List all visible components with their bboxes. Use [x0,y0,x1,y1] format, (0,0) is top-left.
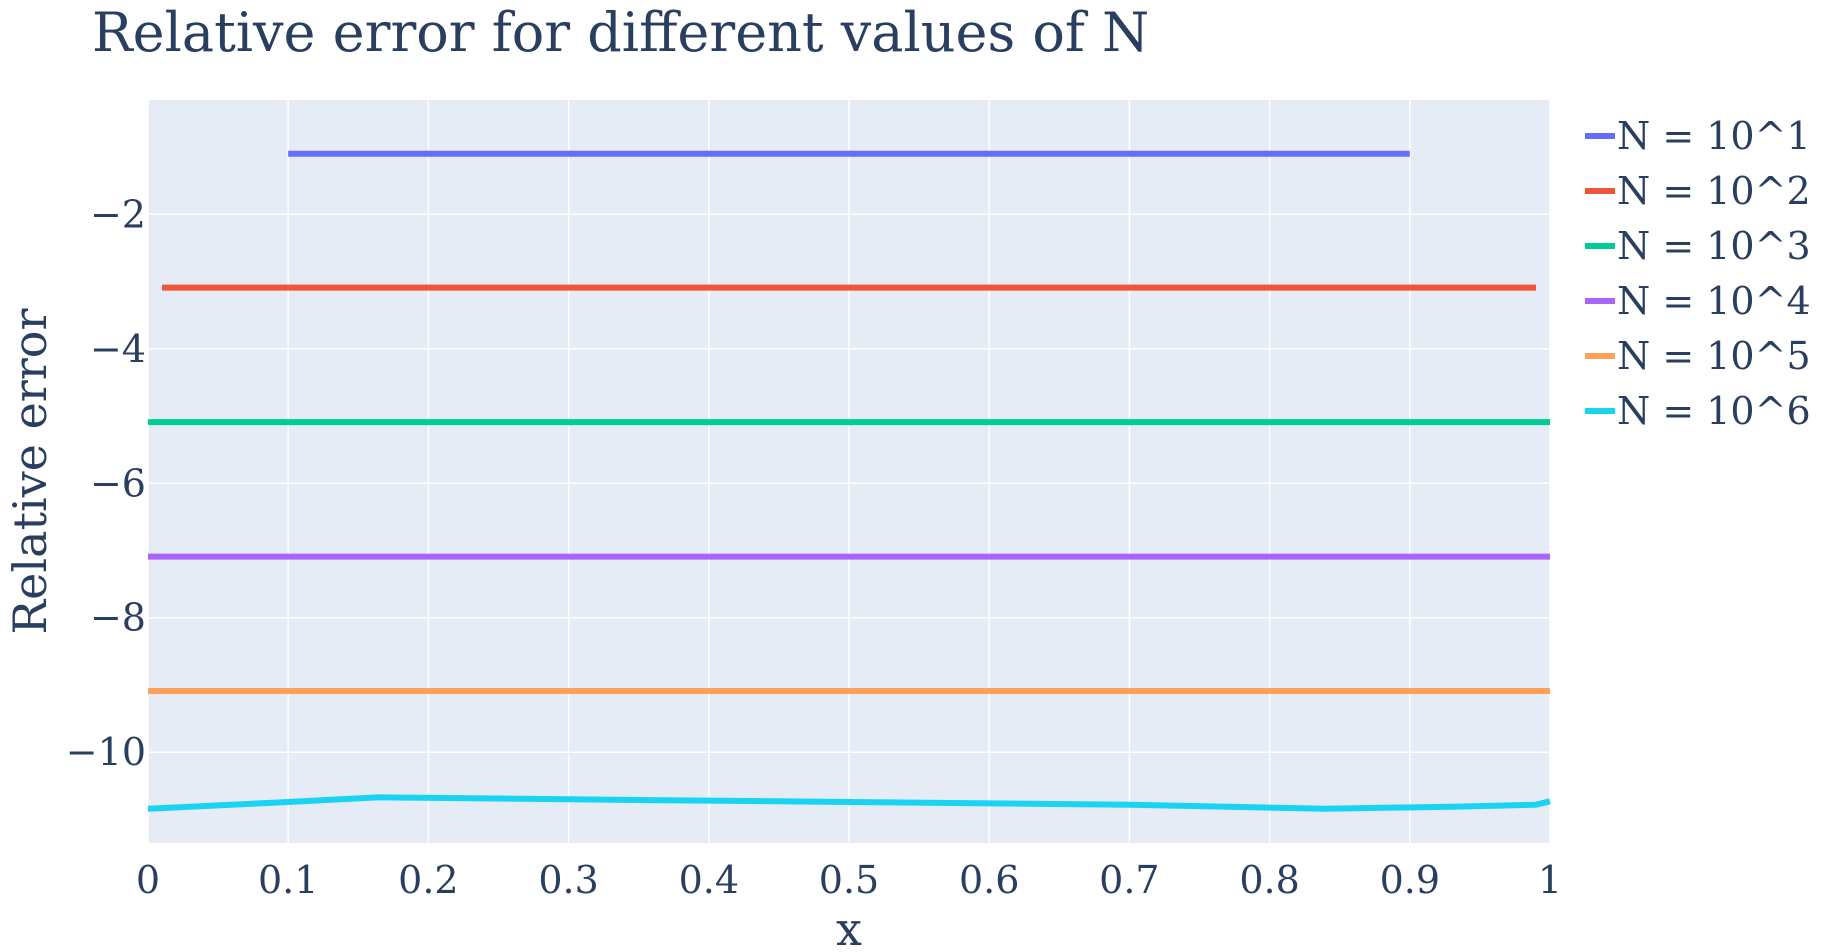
legend-label: N = 10^5 [1617,334,1811,378]
y-tick-label: −6 [90,461,146,505]
legend-item[interactable]: N = 10^2 [1585,169,1811,213]
x-tick-label: 0.8 [1239,858,1299,902]
x-tick-label: 0.7 [1099,858,1159,902]
chart-title: Relative error for different values of N [92,1,1150,64]
y-tick-label: −2 [90,192,146,236]
x-tick-label: 0.5 [819,858,879,902]
legend-item[interactable]: N = 10^3 [1585,224,1811,268]
legend-item[interactable]: N = 10^5 [1585,334,1811,378]
legend[interactable]: N = 10^1 N = 10^2 N = 10^3 N = 10^4 N = 10^5… [1585,114,1811,433]
y-axis-title: Relative error [3,309,57,635]
y-gridlines [148,213,1550,753]
x-tick-label: 0.4 [679,858,739,902]
x-tick-label: 0.6 [959,858,1019,902]
legend-label: N = 10^3 [1617,224,1811,268]
series-lines [147,150,1551,812]
legend-label: N = 10^1 [1617,114,1811,158]
x-tick-label: 0.1 [258,858,318,902]
x-axis-title: x [836,902,862,952]
legend-label: N = 10^6 [1617,389,1811,433]
legend-item[interactable]: N = 10^6 [1585,389,1811,433]
x-tick-label: 0.3 [538,858,598,902]
y-tick-label: −4 [90,327,146,371]
y-tick-label: −8 [90,596,146,640]
legend-label: N = 10^4 [1617,279,1811,323]
y-axis-ticks: −2 −4 −6 −8 −10 [66,192,146,774]
series-line [147,794,1551,812]
legend-label: N = 10^2 [1617,169,1811,213]
x-tick-label: 0 [136,858,160,902]
x-tick-label: 0.9 [1380,858,1440,902]
y-tick-label: −10 [66,730,146,774]
x-axis-ticks: 0 0.1 0.2 0.3 0.4 0.5 0.6 0.7 0.8 0.9 1 [136,858,1562,902]
x-gridlines [147,100,1551,843]
x-tick-label: 0.2 [398,858,458,902]
x-tick-label: 1 [1538,858,1562,902]
legend-item[interactable]: N = 10^1 [1585,114,1811,158]
legend-item[interactable]: N = 10^4 [1585,279,1811,323]
